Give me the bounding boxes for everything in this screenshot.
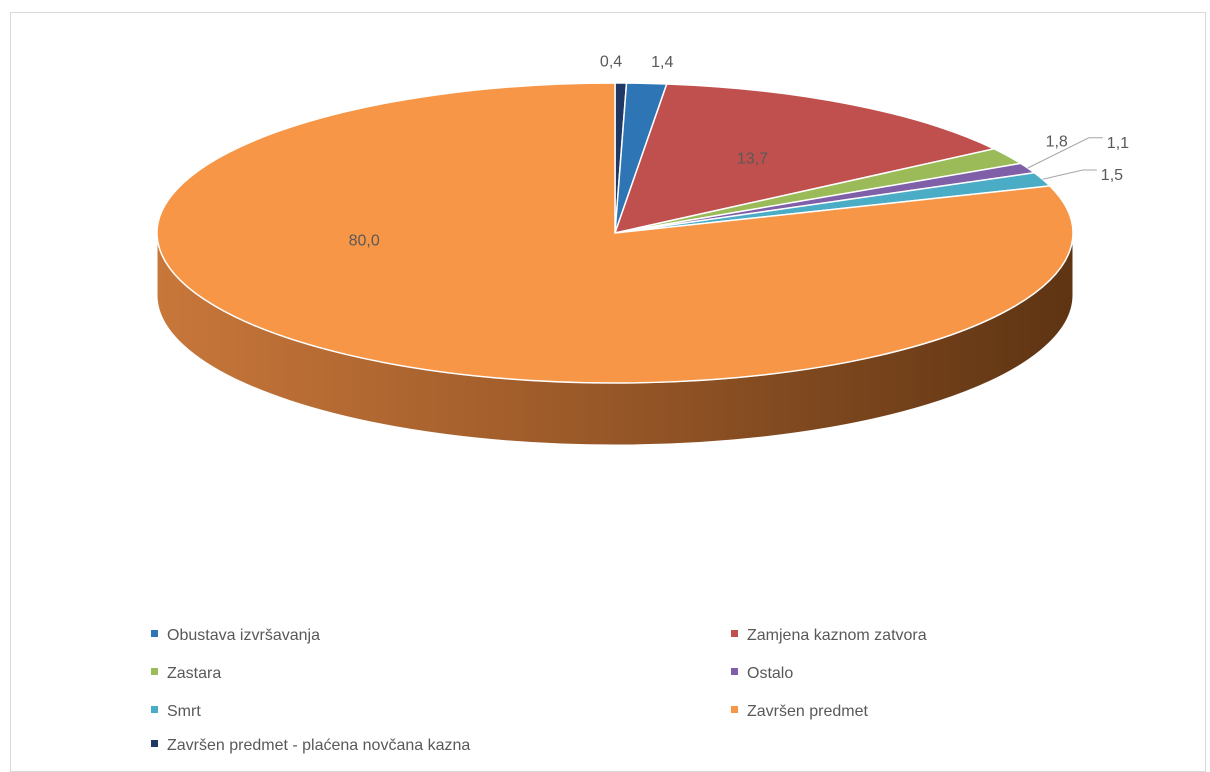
legend-label: Ostalo	[747, 665, 794, 682]
legend-label: Smrt	[167, 703, 201, 720]
pie-slice	[613, 83, 997, 235]
data-label: 13,7	[737, 151, 768, 168]
label-leader-line	[1042, 169, 1097, 180]
pie-slice	[156, 82, 1074, 384]
legend-marker	[151, 706, 158, 714]
legend-label: Završen predmet	[747, 703, 868, 720]
data-label: 0,4	[600, 54, 622, 71]
legend-item-ostalo: Ostalo	[731, 663, 793, 685]
legend-marker	[151, 630, 158, 638]
legend-label: Završen predmet - plaćena novčana kazna	[167, 737, 471, 754]
data-label: 80,0	[349, 233, 380, 250]
legend-item-zamjena: Zamjena kaznom zatvora	[731, 625, 927, 647]
legend-marker	[151, 668, 158, 676]
chart-area: 0,4 1,4 13,7 1,8 1,1 1,5 80,0 Obustava izvršav…	[10, 12, 1206, 772]
data-label: 1,1	[1107, 135, 1129, 152]
legend-item-zavrsen: Završen predmet	[731, 701, 868, 723]
data-label: 1,4	[651, 54, 673, 71]
legend-marker	[151, 740, 158, 748]
legend-item-zastara: Zastara	[151, 663, 221, 685]
legend-marker	[731, 630, 738, 638]
pie-chart: 0,4 1,4 13,7 1,8 1,1 1,5 80,0	[156, 54, 1129, 446]
label-leader-line	[1027, 137, 1103, 169]
legend-marker	[731, 668, 738, 676]
legend-item-obustava: Obustava izvršavanja	[151, 625, 320, 647]
legend-marker	[731, 706, 738, 714]
legend-label: Obustava izvršavanja	[167, 627, 320, 644]
legend-label: Zastara	[167, 665, 222, 682]
legend-item-placena-kazna: Završen predmet - plaćena novčana kazna	[151, 735, 470, 757]
data-label: 1,5	[1101, 167, 1123, 184]
data-label: 1,8	[1046, 133, 1068, 150]
legend-label: Zamjena kaznom zatvora	[747, 627, 927, 644]
legend-item-smrt: Smrt	[151, 701, 201, 723]
